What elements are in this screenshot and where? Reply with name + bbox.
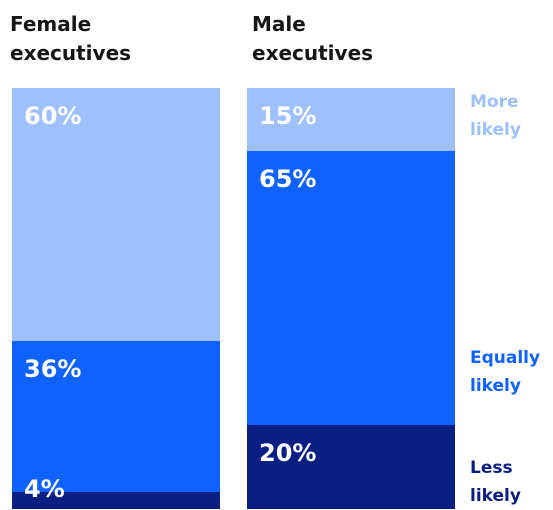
data-label-female-more-likely: 60% — [24, 102, 82, 130]
data-label-male-more-likely: 15% — [259, 102, 317, 130]
bar-segment-male-equally-likely — [247, 151, 455, 425]
legend-more-likely: More likely — [470, 92, 521, 140]
bar-segment-female-less-likely — [12, 492, 220, 509]
legend-equally-likely: Equally likely — [470, 348, 541, 396]
data-label-male-less-likely: 20% — [259, 438, 317, 467]
column-title-female: Female executives — [10, 12, 132, 65]
data-label-male-equally-likely: 65% — [259, 165, 317, 194]
legend-less-likely: Less likely — [470, 458, 521, 506]
bar-segment-male-less-likely — [247, 424, 455, 509]
bar-segment-male-more-likely — [247, 88, 455, 152]
bar-segment-female-equally-likely — [12, 340, 220, 493]
bar-segment-female-more-likely — [12, 88, 220, 341]
data-label-female-equally-likely: 36% — [24, 354, 82, 383]
column-title-male: Male executives — [252, 12, 374, 65]
data-label-female-less-likely: 4% — [24, 475, 65, 503]
